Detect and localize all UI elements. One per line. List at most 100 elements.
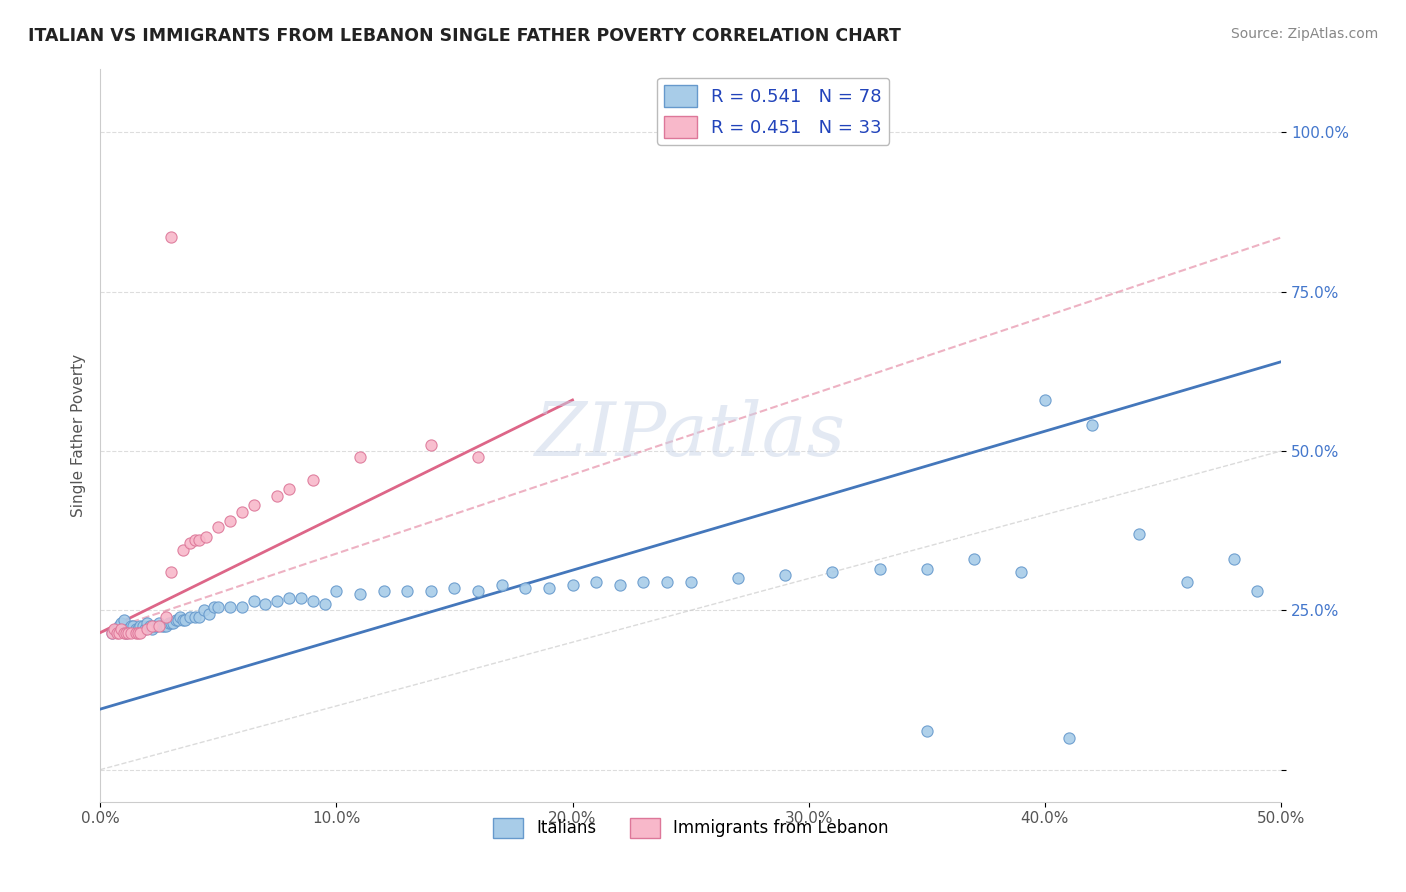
Point (146, 619, 169, 633)
Point (172, 542, 194, 557)
Point (179, 536, 201, 550)
Point (129, 619, 152, 633)
Point (467, 584, 489, 599)
Point (188, 533, 211, 548)
Point (172, 613, 194, 627)
Point (1081, 418, 1104, 433)
Point (101, 625, 124, 640)
Point (231, 504, 253, 518)
Point (108, 625, 131, 640)
Point (108, 619, 131, 633)
Point (1128, 526, 1150, 541)
Point (169, 609, 191, 624)
Text: ZIPatlas: ZIPatlas (536, 399, 846, 471)
Point (290, 591, 312, 605)
Point (143, 619, 166, 633)
Point (129, 625, 152, 640)
Point (134, 623, 156, 637)
Point (266, 489, 288, 503)
Point (314, 597, 336, 611)
Point (112, 625, 135, 640)
Point (148, 616, 170, 631)
Point (179, 609, 201, 624)
Point (231, 600, 253, 615)
Point (219, 514, 242, 528)
Point (115, 625, 138, 640)
Point (1010, 565, 1032, 579)
Point (1057, 731, 1080, 745)
Point (110, 623, 132, 637)
Point (141, 623, 163, 637)
Point (773, 568, 796, 582)
Point (325, 584, 347, 599)
Point (655, 574, 678, 589)
Point (160, 565, 183, 579)
Point (160, 616, 183, 631)
Point (242, 498, 264, 512)
Point (110, 616, 132, 631)
Point (148, 619, 170, 633)
Point (373, 584, 395, 599)
Point (1175, 574, 1198, 589)
Point (117, 623, 139, 637)
Point (727, 572, 749, 586)
Point (127, 623, 149, 637)
Point (266, 594, 288, 608)
Point (120, 619, 142, 633)
Point (115, 625, 138, 640)
Point (193, 603, 215, 617)
Point (124, 623, 146, 637)
Point (609, 578, 631, 592)
Point (117, 625, 139, 640)
Point (195, 530, 218, 544)
Point (131, 619, 153, 633)
Point (101, 625, 124, 640)
Point (155, 609, 177, 624)
Point (561, 578, 583, 592)
Point (127, 625, 149, 640)
Text: ITALIAN VS IMMIGRANTS FROM LEBANON SINGLE FATHER POVERTY CORRELATION CHART: ITALIAN VS IMMIGRANTS FROM LEBANON SINGL… (28, 27, 901, 45)
Point (585, 574, 607, 589)
Point (1246, 584, 1268, 599)
Point (207, 600, 229, 615)
Text: Source: ZipAtlas.com: Source: ZipAtlas.com (1230, 27, 1378, 41)
Point (537, 581, 560, 595)
Point (122, 619, 145, 633)
Point (915, 562, 938, 576)
Point (349, 587, 371, 601)
Point (301, 473, 323, 487)
Point (242, 594, 264, 608)
Point (1223, 552, 1246, 566)
Point (136, 616, 159, 631)
Point (183, 533, 205, 548)
Point (467, 450, 489, 465)
Point (105, 623, 128, 637)
Point (1033, 392, 1056, 407)
Point (491, 578, 513, 592)
Point (138, 619, 160, 633)
Point (419, 437, 441, 451)
Point (155, 619, 177, 633)
Point (112, 613, 135, 627)
Point (443, 581, 465, 595)
Point (869, 562, 891, 576)
Point (136, 623, 159, 637)
Point (197, 607, 219, 621)
Point (915, 724, 938, 739)
Point (167, 613, 190, 627)
Point (103, 623, 125, 637)
Point (124, 625, 146, 640)
Point (278, 482, 301, 496)
Point (349, 450, 371, 465)
Point (821, 565, 844, 579)
Point (141, 619, 163, 633)
Point (219, 600, 242, 615)
Point (633, 574, 655, 589)
Point (120, 625, 142, 640)
Point (165, 613, 187, 627)
Point (150, 619, 173, 633)
Legend: Italians, Immigrants from Lebanon: Italians, Immigrants from Lebanon (486, 811, 896, 845)
Y-axis label: Single Father Poverty: Single Father Poverty (72, 353, 86, 516)
Point (419, 584, 441, 599)
Point (963, 552, 986, 566)
